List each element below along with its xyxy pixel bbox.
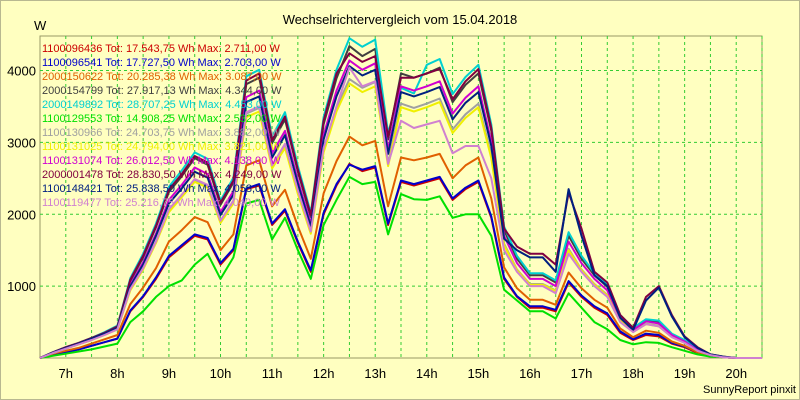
legend-entry: 2000001478 Tot: 28.830,50 Wh Max: 4.249,… (42, 169, 282, 181)
y-tick-label: 2000 (7, 207, 36, 222)
y-tick-label: 3000 (7, 135, 36, 150)
x-tick-label: 13h (364, 366, 386, 381)
legend-entry: 1100119477 Tot: 25.216,75 Wh Max: 4.040,… (42, 197, 281, 209)
x-tick-label: 12h (313, 366, 335, 381)
plot-area: 1000 2000 3000 4000 7h 8h 9h 10h 11h 12h 13h 14h 15h… (7, 35, 763, 381)
x-tick-label: 18h (622, 366, 644, 381)
legend-entry: 1100131025 Tot: 24.794,00 Wh Max: 3.821,… (42, 141, 281, 153)
legend-entry: 2000149892 Tot: 28.707,25 Wh Max: 4.453,… (42, 99, 282, 111)
series-line-2000150622 (39, 135, 762, 359)
x-tick-label: 11h (262, 366, 283, 381)
y-tick-label: 1000 (7, 279, 36, 294)
footer-credit: SunnyReport pinxit (703, 384, 796, 396)
y-tick-label: 4000 (7, 64, 36, 79)
legend-entry: 1100129553 Tot: 14.908,25 Wh Max: 2.532,… (42, 113, 281, 125)
series-line-2000001478 (39, 52, 762, 359)
legend-entry: 1100148421 Tot: 25.838,50 Wh Max: 4.058,… (42, 183, 281, 195)
legend: 1100096436 Tot: 17.543,75 Wh Max: 2.711,… (42, 43, 282, 209)
y-axis-label: W (34, 18, 47, 33)
legend-entry: 1100096541 Tot: 17.727,50 Wh Max: 2.703,… (42, 57, 281, 69)
x-tick-label: 14h (416, 366, 438, 381)
series-line-1100119477 (39, 66, 762, 359)
legend-entry: 2000150622 Tot: 20.285,38 Wh Max: 3.087,… (42, 71, 282, 83)
x-tick-label: 16h (519, 366, 541, 381)
x-tick-label: 19h (674, 366, 696, 381)
legend-entry: 1100096436 Tot: 17.543,75 Wh Max: 2.711,… (42, 43, 281, 55)
series-line-1100148421 (39, 65, 762, 359)
x-tick-label: 8h (110, 366, 124, 381)
x-tick-label: 17h (571, 366, 593, 381)
legend-entry: 2000154799 Tot: 27.917,13 Wh Max: 4.344,… (42, 85, 282, 97)
legend-entry: 1100131074 Tot: 26.012,50 Wh Max: 4.138,… (42, 155, 281, 167)
x-tick-label: 7h (59, 366, 73, 381)
legend-entry: 1100130966 Tot: 24.703,75 Wh Max: 3.882,… (42, 127, 281, 139)
x-tick-label: 10h (210, 366, 232, 381)
x-tick-label: 9h (162, 366, 176, 381)
x-tick-label: 15h (468, 366, 490, 381)
series-line-1100096541 (39, 163, 762, 359)
series-line-1100129553 (39, 175, 762, 359)
x-tick-label: 20h (725, 366, 747, 381)
chart-title: Wechselrichtervergleich vom 15.04.2018 (283, 12, 518, 27)
